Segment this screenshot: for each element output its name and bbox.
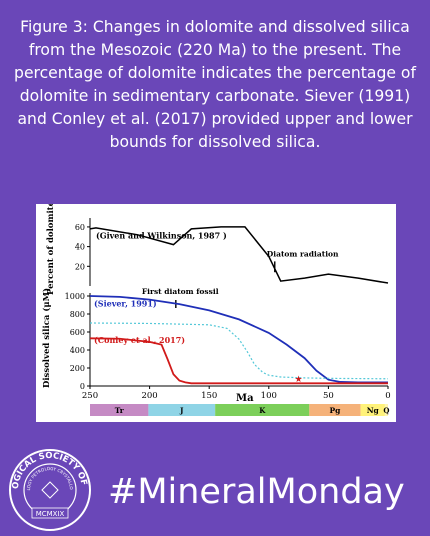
dolomite-y-tick-label: 20 [75,262,85,271]
dolomite-series-line [89,226,389,284]
seal-date: MCMXIX [36,510,65,518]
dolomite-y-axis-label: Percent of dolomite [46,204,56,295]
silica-y-tick-label: 600 [70,328,85,337]
siever-series-label: (Siever, 1991) [94,298,157,308]
period-pg-band [309,404,361,416]
dolomite-y-tick-label: 60 [75,223,85,232]
dolomite-series: (Given and Wilkinson, 1987 ) Diatom radia… [89,226,389,308]
silica-dotted-line [89,322,389,380]
silica-x-tick-label: 100 [261,391,277,401]
conley-series-label: (Conley et al., 2017) [94,335,185,345]
period-j-label: J [179,406,184,415]
period-tr-label: Tr [115,406,125,415]
period-k-band [215,404,310,416]
figure-panel: 20 40 60 (Given and Wilkinson, 1987 ) Diato… [36,204,396,422]
silica-y-tick-label: 800 [70,310,85,319]
siever-series-line [89,295,388,384]
silica-x-axis-label: Ma [236,393,254,404]
silica-y-tick-label: 0 [80,382,85,391]
period-q-label: Q [383,406,389,415]
red-star-marker: ★ [295,375,303,385]
silica-y-tick-label: 400 [70,346,85,355]
silica-x-tick-label: 0 [385,391,390,401]
first-diatom-fossil-label: First diatom fossil [142,287,219,296]
msa-seal-logo: MINERALOGICAL SOCIETY OF AMERICA MINERAL… [8,448,91,531]
period-ng-label: Ng [367,406,380,415]
silica-x-tick-label: 200 [141,391,157,401]
silica-y-tick-label: 1000 [65,292,85,301]
figure-caption: Figure 3: Changes in dolomite and dissol… [14,18,416,151]
diatom-radiation-label: Diatom radiation [267,249,339,258]
dolomite-silica-chart: 20 40 60 (Given and Wilkinson, 1987 ) Diato… [41,204,391,416]
period-ng-band [360,404,385,416]
silica-x-tick-label: 250 [82,391,98,401]
dolomite-series-label: (Given and Wilkinson, 1987 ) [96,231,227,241]
conley-series-line [89,337,388,385]
period-j-band [148,404,216,416]
silica-y-axis-label: Dissolved silica (μM) [41,288,52,388]
silica-series: (Siever, 1991) (Conley et al., 2017) ★ [89,295,389,385]
silica-x-tick-label: 150 [201,391,217,401]
hashtag-text: #MineralMonday [108,472,405,512]
dolomite-axes: 20 40 60 [75,218,91,286]
period-q-band [384,404,388,416]
dolomite-y-tick-label: 40 [75,243,85,252]
geologic-period-bar: Tr J K Pg Ng Q [90,404,390,416]
silica-y-tick-label: 200 [70,364,85,373]
silica-axes: 0 200 400 600 800 1000 250 200 150 100 50 0 [65,292,391,401]
period-k-label: K [259,406,266,415]
silica-x-tick-label: 50 [323,391,334,401]
period-pg-label: Pg [330,406,342,415]
period-tr-band [90,404,149,416]
